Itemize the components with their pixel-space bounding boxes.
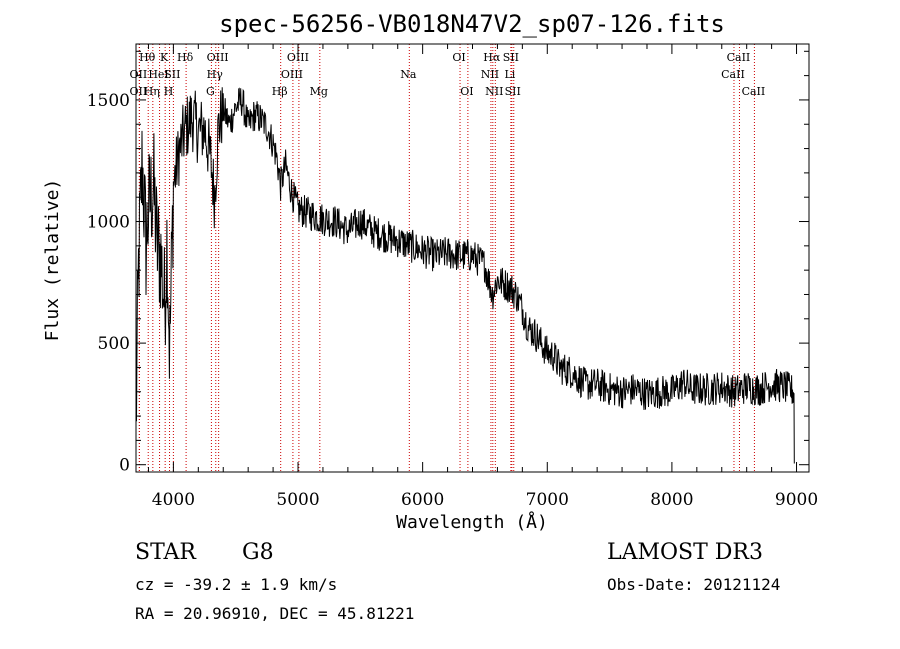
spectral-line-label: OII xyxy=(130,68,148,81)
chart-title: spec-56256-VB018N47V2_sp07-126.fits xyxy=(219,10,725,38)
x-tick-label: 5000 xyxy=(276,490,319,510)
y-tick-label: 1500 xyxy=(87,91,130,111)
spectral-line-label: K xyxy=(160,51,169,64)
redshift-text: cz = -39.2 ± 1.9 km/s xyxy=(135,575,338,594)
y-axis-ticks: 0 500 1000 1500 xyxy=(87,50,809,476)
spectral-line-label: Mg xyxy=(310,85,328,98)
spectral-line-label: CaII xyxy=(742,85,766,98)
spectral-line-label: SII xyxy=(503,51,519,64)
y-tick-label: 1000 xyxy=(87,213,130,233)
spectral-line-label: G xyxy=(206,85,215,98)
spectral-line-label: OIII xyxy=(207,51,229,64)
spectral-line-label: CaII xyxy=(721,68,745,81)
obs-date: Obs-Date: 20121124 xyxy=(607,575,781,594)
spectral-line-label: Hγ xyxy=(207,68,224,81)
x-tick-label: 4000 xyxy=(152,490,195,510)
spectral-line-label: CaII xyxy=(727,51,751,64)
spectrum-series xyxy=(135,87,795,464)
x-tick-label: 7000 xyxy=(526,490,569,510)
spectral-line-label: Hβ xyxy=(272,85,288,98)
spectral-line-label: Li xyxy=(504,68,515,81)
spectral-line-label: Hη xyxy=(144,85,160,98)
y-tick-label: 500 xyxy=(98,334,130,354)
y-tick-label: 0 xyxy=(119,456,130,476)
spectral-line-label: Hδ xyxy=(177,51,194,64)
object-type: STAR xyxy=(135,540,196,565)
survey-name: LAMOST DR3 xyxy=(607,540,763,565)
spectral-line-label: Hθ xyxy=(139,51,156,64)
x-axis-label: Wavelength (Å) xyxy=(396,511,548,533)
spectral-line-label: NII xyxy=(485,85,503,98)
spectral-line-label: OI xyxy=(452,51,465,64)
spectral-line-label: HeI xyxy=(148,68,168,81)
spectral-line-label: H xyxy=(164,85,174,98)
spectral-line-label: NII xyxy=(481,68,499,81)
x-axis-ticks: 4000 5000 6000 7000 8000 9000 xyxy=(147,44,818,510)
spectral-line-label: Na xyxy=(400,68,417,81)
y-axis-label: Flux (relative) xyxy=(42,179,63,342)
coordinates: RA = 20.96910, DEC = 45.81221 xyxy=(135,604,415,623)
spectral-line-label: OII xyxy=(130,85,148,98)
spectral-line-label: OIII xyxy=(281,68,303,81)
spectral-line-label: OI xyxy=(460,85,473,98)
spectral-line-label: SII xyxy=(164,68,180,81)
x-tick-label: 8000 xyxy=(650,490,693,510)
spectral-line-label: OIII xyxy=(287,51,309,64)
spectral-subclass: G8 xyxy=(242,540,274,565)
spectral-line-label: Hα xyxy=(483,51,501,64)
x-tick-label: 9000 xyxy=(775,490,818,510)
spectral-line-label: SII xyxy=(505,85,521,98)
x-tick-label: 6000 xyxy=(401,490,444,510)
